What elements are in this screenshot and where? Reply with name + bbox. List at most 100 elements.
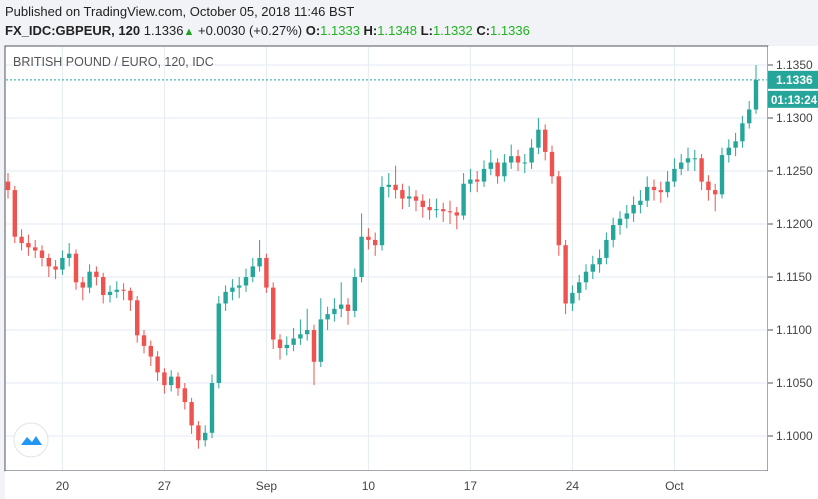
x-tick-label: Sep [256, 479, 278, 493]
candle-body [753, 79, 759, 110]
candle-body [515, 156, 521, 163]
candle-body [182, 388, 187, 403]
candle-body [672, 168, 677, 182]
y-tick-label: 1.1300 [776, 111, 813, 125]
candle-body [461, 183, 466, 216]
candle-body [719, 155, 725, 195]
candle-body [135, 300, 140, 336]
candle-body [33, 247, 38, 251]
candle-body [114, 289, 119, 292]
candle-body [740, 123, 745, 142]
y-tick-label: 1.1100 [776, 323, 812, 337]
candle-body [46, 257, 51, 267]
candle-body [638, 200, 643, 205]
candle-body [502, 162, 507, 177]
candle-body [87, 271, 92, 288]
candle-body [611, 225, 616, 240]
open-value: 1.1333 [320, 23, 360, 38]
candle-body [726, 147, 731, 156]
candle-body [332, 308, 337, 315]
candle-body [277, 339, 283, 349]
published-line: Published on TradingView.com, October 05… [5, 4, 355, 19]
last-price: 1.1336 [143, 23, 184, 38]
candle-body [298, 334, 303, 339]
candle-body [203, 432, 208, 441]
symbol-name: FX_IDC:GBPEUR, 120 [5, 23, 141, 38]
candle-body [543, 129, 548, 152]
candle-body [645, 186, 650, 201]
candle-body [243, 277, 249, 286]
candle-body [230, 287, 235, 292]
candle-body [549, 151, 555, 177]
candle-body [189, 402, 194, 426]
candle-body [590, 264, 595, 272]
candle-body [169, 376, 174, 386]
candle-body [318, 319, 323, 362]
candle-body [434, 209, 439, 211]
candle-body [556, 176, 561, 246]
open-label: O: [305, 23, 321, 38]
countdown-badge [768, 90, 818, 108]
candle-body [53, 266, 58, 270]
close-value: 1.1336 [490, 23, 530, 38]
candle-body [257, 257, 262, 267]
candle-body [536, 129, 541, 148]
high-label: H: [363, 23, 378, 38]
candle-body [366, 236, 371, 240]
x-tick-label: 27 [158, 479, 172, 493]
x-tick-label: 10 [362, 479, 376, 493]
candle-body [713, 190, 718, 195]
candle-body [563, 245, 568, 304]
candle-body [733, 141, 738, 148]
countdown-label: 01:13:24 [771, 95, 818, 107]
y-tick-label: 1.1250 [776, 164, 813, 178]
tradingview-cloud-icon[interactable] [13, 422, 49, 458]
candle-body [305, 330, 310, 335]
candle-body [148, 345, 153, 357]
y-tick-label: 1.1000 [776, 429, 813, 443]
candle-body [413, 196, 419, 201]
candle-body [209, 383, 215, 433]
candle-body [12, 190, 17, 237]
y-tick-label: 1.1050 [776, 376, 813, 390]
x-tick-label: 17 [464, 479, 478, 493]
candle-body [495, 162, 500, 177]
candle-body [359, 236, 364, 277]
low-label: L: [420, 23, 433, 38]
candle-body [345, 304, 351, 311]
price-change: +0.0030 (+0.27%) [198, 23, 303, 38]
candle-body [5, 181, 11, 191]
candle-body [685, 158, 691, 163]
candle-body [162, 372, 167, 386]
x-tick-label: 24 [566, 479, 580, 493]
plot-area [4, 45, 769, 472]
candle-body [80, 282, 85, 288]
candle-body [597, 257, 602, 265]
price-axis-area [768, 46, 818, 471]
candle-body [400, 190, 405, 199]
candle-body [583, 271, 589, 283]
candle-body [373, 239, 378, 246]
candle-body [284, 344, 289, 349]
candle-body [352, 277, 357, 311]
candle-body [747, 109, 752, 124]
candle-body [250, 266, 255, 277]
last-price-label: 1.1336 [776, 73, 813, 87]
candle-body [196, 425, 201, 441]
candle-body [509, 156, 514, 163]
candle-body [522, 162, 527, 164]
symbol-legend: FX_IDC:GBPEUR, 120 1.1336▲ +0.0030 (+0.2… [5, 23, 530, 38]
y-tick-label: 1.1350 [776, 58, 813, 72]
last-price-badge [768, 70, 818, 89]
candle-body [386, 184, 391, 187]
candle-body [617, 218, 623, 226]
candle-body [447, 211, 453, 213]
candle-body [223, 291, 228, 304]
candle-body [175, 376, 181, 389]
candle-body [216, 303, 221, 383]
candle-body [393, 184, 398, 191]
candle-body [237, 285, 242, 288]
candle-body [475, 179, 480, 182]
candle-body [420, 200, 425, 208]
